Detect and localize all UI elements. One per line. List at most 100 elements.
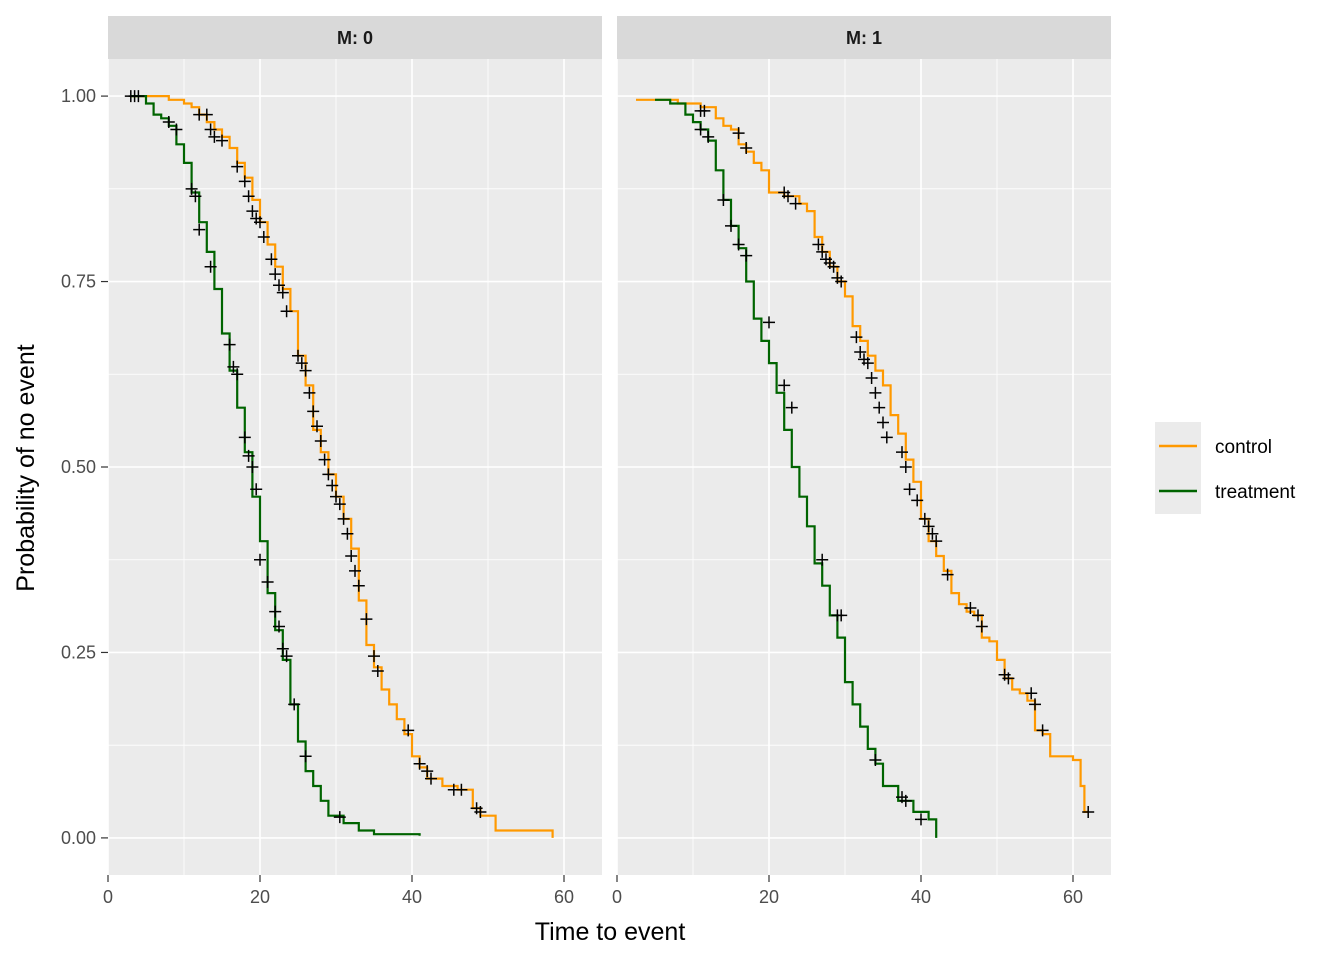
censor-mark-control: [341, 527, 354, 540]
panel-m0: M: 0: [107, 16, 602, 875]
x-tick-label: 60: [554, 887, 574, 907]
series-layer-m1: [636, 98, 1095, 838]
censor-mark-treatment: [899, 794, 912, 807]
censor-mark-control: [242, 190, 255, 203]
y-axis-title: Probability of no event: [12, 344, 40, 591]
x-tick-label: 0: [612, 887, 622, 907]
censor-mark-control: [698, 104, 711, 117]
censor-mark-control: [337, 512, 350, 525]
censor-mark-control: [827, 260, 840, 273]
censor-mark-treatment: [204, 260, 217, 273]
censor-mark-control: [330, 490, 342, 503]
censor-mark-control: [812, 238, 825, 251]
strip-m1: [617, 16, 1111, 59]
censor-mark-treatment: [189, 190, 202, 203]
series-line-control: [130, 95, 554, 838]
censor-mark-control: [231, 160, 244, 173]
censor-mark-treatment: [223, 338, 236, 351]
censor-mark-treatment: [231, 368, 244, 381]
censor-mark-control: [216, 134, 228, 147]
censor-mark-control: [816, 245, 829, 258]
censor-mark-control: [922, 520, 935, 533]
y-tick-label: 0.25: [61, 642, 96, 662]
censor-mark-treatment: [835, 609, 848, 622]
censor-mark-control: [333, 498, 346, 511]
censor-mark-control: [425, 772, 437, 785]
censor-mark-control: [854, 346, 867, 359]
y-axis: 0.00 0.25 0.50 0.75 1.00: [61, 86, 108, 848]
censor-mark-control: [850, 331, 863, 344]
censor-mark-control: [318, 453, 331, 466]
censor-mark-control: [413, 757, 426, 770]
x-tick-label: 20: [250, 887, 270, 907]
censor-mark-treatment: [261, 575, 274, 588]
censor-mark-treatment: [242, 449, 255, 462]
legend-label-control: control: [1215, 437, 1272, 458]
censor-mark-control: [276, 286, 289, 299]
censor-mark-control: [402, 724, 415, 737]
gridlines-m1: [616, 59, 1111, 875]
x-tick-label: 40: [402, 887, 422, 907]
censor-mark-control: [926, 527, 939, 540]
x-tick-label: 20: [759, 887, 779, 907]
censor-mark-control: [200, 108, 213, 121]
censor-mark-control: [311, 420, 323, 433]
censor-mark-treatment: [185, 182, 198, 195]
censor-mark-treatment: [238, 431, 251, 444]
censor-mark-control: [941, 568, 954, 581]
censor-mark-control: [246, 205, 259, 218]
strip-label-m0: M: 0: [337, 28, 373, 48]
censor-mark-treatment: [250, 483, 263, 496]
censor-mark-control: [896, 446, 908, 459]
x-axis-m1: 0 20 40 60: [612, 875, 1083, 907]
censor-mark-control: [1082, 805, 1095, 818]
censor-mark-control: [964, 601, 977, 614]
censor-mark-treatment: [162, 116, 175, 129]
censor-mark-control: [421, 765, 434, 778]
censor-mark-control: [273, 279, 285, 292]
strip-label-m1: M: 1: [846, 28, 882, 48]
censor-mark-control: [299, 364, 312, 377]
censor-mark-control: [1036, 724, 1049, 737]
y-tick-label: 0.50: [61, 457, 96, 477]
censor-mark-control: [208, 130, 221, 143]
censor-mark-treatment: [128, 90, 141, 103]
censor-mark-treatment: [717, 193, 730, 206]
censor-mark-treatment: [299, 750, 312, 763]
censor-mark-treatment: [170, 123, 183, 136]
censor-mark-treatment: [193, 223, 206, 236]
censor-mark-treatment: [246, 461, 259, 473]
censor-mark-treatment: [702, 130, 715, 143]
censor-mark-control: [899, 461, 912, 473]
censor-mark-control: [782, 190, 794, 203]
censor-mark-control: [292, 349, 304, 362]
censor-mark-control: [265, 253, 278, 266]
censor-mark-treatment: [280, 650, 293, 663]
censor-mark-control: [368, 650, 380, 663]
censor-mark-control: [877, 416, 889, 429]
censor-mark-control: [789, 197, 802, 210]
censor-mark-treatment: [333, 811, 346, 824]
censor-mark-control: [873, 401, 886, 414]
x-tick-label: 60: [1063, 887, 1083, 907]
censor-mark-control: [322, 468, 335, 481]
legend-label-treatment: treatment: [1215, 482, 1296, 503]
censor-mark-control: [349, 564, 361, 577]
censor-mark-control: [972, 609, 984, 622]
strip-m0: [108, 16, 602, 59]
censor-mark-control: [1002, 672, 1015, 685]
censor-mark-treatment: [732, 238, 745, 251]
censor-mark-control: [326, 479, 339, 492]
censor-mark-control: [732, 127, 745, 140]
censor-mark-control: [869, 386, 882, 399]
censor-mark-treatment: [273, 620, 285, 633]
censor-mark-control: [307, 405, 320, 418]
censor-mark-treatment: [915, 813, 927, 826]
censor-mark-treatment: [227, 360, 240, 373]
series-line-treatment: [655, 98, 938, 838]
censor-mark-control: [345, 550, 358, 563]
censor-mark-control: [352, 579, 365, 592]
censor-mark-control: [911, 494, 924, 507]
censor-mark-treatment: [694, 123, 707, 136]
